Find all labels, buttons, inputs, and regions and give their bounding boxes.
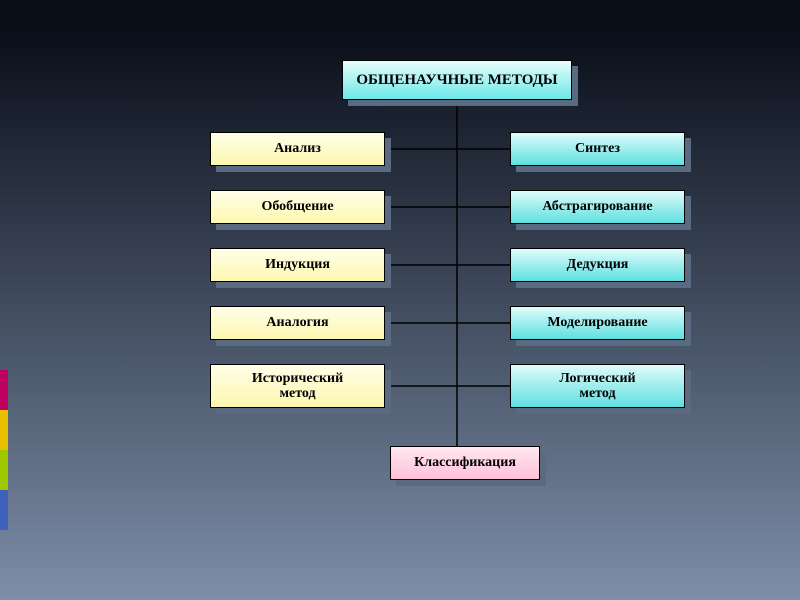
- sidebar-stripe-3: [0, 490, 8, 530]
- slide: ОБЩЕНАУЧНЫЕ МЕТОДЫАнализСинтезОбобщениеА…: [0, 0, 800, 600]
- sidebar-stripe-2: [0, 450, 8, 490]
- sidebar-stripe-0: [0, 370, 8, 410]
- sidebar-stripe-1: [0, 410, 8, 450]
- sidebar-stripes: [0, 0, 800, 600]
